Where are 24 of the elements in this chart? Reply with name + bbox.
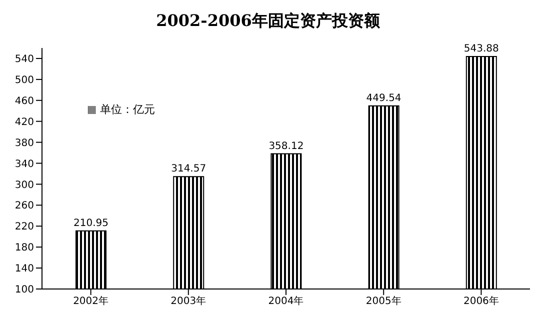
x-tick-label: 2004年 bbox=[268, 295, 304, 308]
y-tick-label: 180 bbox=[14, 242, 34, 254]
data-label: 358.12 bbox=[268, 140, 304, 152]
data-label: 543.88 bbox=[464, 43, 499, 54]
chart-title: 2002-2006年固定资产投资额 bbox=[155, 10, 381, 32]
x-tick-label: 2002年 bbox=[73, 295, 109, 308]
x-tick-label: 2006年 bbox=[463, 295, 499, 308]
y-tick-label: 300 bbox=[14, 180, 34, 191]
y-tick-label: 420 bbox=[14, 116, 34, 128]
y-tick-label: 140 bbox=[14, 264, 34, 275]
data-label: 210.95 bbox=[74, 218, 108, 229]
y-tick-label: 260 bbox=[14, 200, 34, 212]
data-label: 449.54 bbox=[366, 92, 402, 104]
data-label: 314.57 bbox=[171, 164, 206, 175]
y-tick-label: 380 bbox=[14, 138, 34, 149]
y-tick-label: 540 bbox=[14, 54, 34, 66]
legend-label: 单位：亿元 bbox=[100, 103, 155, 116]
x-tick-label: 2005年 bbox=[366, 295, 402, 308]
y-tick-label: 100 bbox=[14, 284, 34, 296]
y-tick-label: 220 bbox=[14, 222, 34, 233]
y-tick-label: 460 bbox=[14, 96, 34, 107]
y-tick-label: 340 bbox=[14, 158, 34, 170]
x-tick-label: 2003年 bbox=[170, 295, 206, 308]
y-tick-label: 500 bbox=[14, 74, 34, 86]
